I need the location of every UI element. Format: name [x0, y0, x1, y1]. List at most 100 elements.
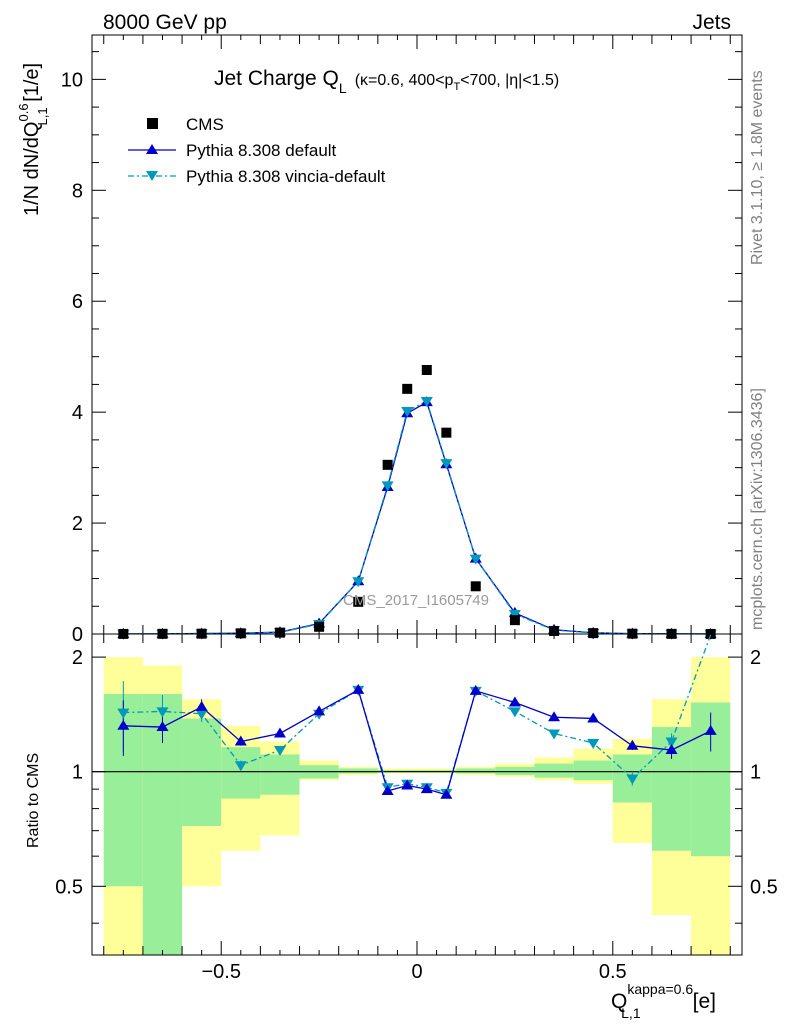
point-cms — [235, 628, 246, 639]
legend: CMS Pythia 8.308 default Pythia 8.308 vi… — [128, 115, 386, 186]
ratio-point-default — [352, 683, 365, 694]
legend-label-cms: CMS — [186, 115, 224, 134]
ratio-point-default — [626, 739, 639, 750]
ratio-point-vincia — [195, 709, 208, 720]
y-axis-label: 1/N dN/dQ0.6 L,1 [1/e] — [16, 63, 50, 216]
ratio-point-vincia — [273, 746, 286, 757]
point-cms — [470, 581, 481, 592]
x-axis-label-sup: kappa=0.6 — [627, 981, 693, 997]
ratio-point-vincia — [234, 761, 247, 772]
ratio-point-default — [420, 783, 433, 794]
header-left: 8000 GeV pp — [103, 11, 227, 34]
ratio-band-inner — [495, 766, 535, 776]
point-vincia — [352, 577, 365, 588]
point-vincia — [401, 407, 414, 418]
ratio-y-tick-label-right: 1 — [750, 762, 761, 784]
ratio-point-default — [508, 696, 521, 707]
legend-marker-default — [146, 144, 158, 154]
ratio-point-vincia — [665, 737, 678, 748]
ratio-y-tick-label: 2 — [72, 647, 83, 669]
ratio-point-default — [440, 788, 453, 799]
series-line-vincia — [123, 400, 711, 635]
ratio-point-default — [704, 724, 717, 735]
ratio-band-inner — [573, 760, 613, 781]
ratio-point-default — [117, 719, 130, 730]
point-cms — [314, 621, 325, 632]
point-cms — [549, 625, 560, 636]
plot-title-cut: (κ=0.6, 400<p — [355, 72, 454, 89]
y-tick-label: 4 — [72, 402, 83, 424]
point-cms — [421, 364, 432, 375]
y-tick-label: 8 — [72, 180, 83, 202]
point-vincia — [508, 610, 521, 621]
y-tick-label: 6 — [72, 291, 83, 313]
point-cms — [509, 615, 520, 626]
x-axis-label: Qkappa=0.6 L,1 [e] — [611, 981, 716, 1021]
ratio-line-vincia — [123, 634, 712, 794]
ratio-point-vincia — [548, 729, 561, 740]
y-tick-label: 0 — [72, 624, 83, 646]
x-tick-label: 0.5 — [599, 961, 627, 983]
ratio-point-default — [156, 721, 169, 732]
legend-label-vincia: Pythia 8.308 vincia-default — [186, 167, 386, 186]
ratio-band-inner — [456, 768, 496, 774]
point-cms — [382, 459, 393, 470]
point-cms — [402, 383, 413, 394]
ratio-band-inner — [338, 768, 378, 774]
ratio-point-default — [401, 779, 414, 790]
rivet-label: Rivet 3.1.10, ≥ 1.8M events — [749, 70, 766, 265]
ratio-point-vincia — [626, 774, 639, 785]
point-cms — [274, 627, 285, 638]
header-right: Jets — [692, 11, 731, 34]
y-axis-label-sub: L,1 — [35, 107, 50, 125]
ratio-point-default — [313, 705, 326, 716]
point-vincia — [420, 397, 433, 408]
plot-title-sub: L — [339, 80, 347, 96]
analysis-watermark: CMS_2017_I1605749 — [343, 592, 489, 609]
ratio-y-tick-label: 1 — [72, 762, 83, 784]
ratio-band-inner — [260, 754, 300, 795]
top-panel: 0 2 4 6 8 10 — [61, 34, 743, 646]
ratio-point-default — [665, 744, 678, 755]
y-axis-label-unit: [1/e] — [21, 63, 43, 107]
y-axis-label-sup: 0.6 — [16, 103, 31, 121]
ratio-point-vincia — [508, 707, 521, 718]
ratio-point-vincia — [156, 707, 169, 718]
x-axis-label-main: Q — [611, 990, 627, 1013]
ratio-point-default — [381, 784, 394, 795]
ratio-y-tick-label: 0.5 — [55, 876, 83, 898]
ratio-point-default — [469, 684, 482, 695]
y-axis-label-main: 1/N dN/dQ — [21, 122, 43, 216]
ratio-point-default — [587, 712, 600, 723]
mcplots-label: mcplots.cern.ch [arXiv:1306.3436] — [749, 388, 766, 630]
point-cms — [353, 596, 364, 607]
point-vincia — [440, 459, 453, 470]
ratio-line-default — [123, 688, 711, 796]
legend-marker-vincia — [146, 171, 158, 181]
plot-title: Jet Charge QL (κ=0.6, 400<pT<700, |η|<1.5… — [214, 67, 559, 96]
plot-title-cut-sub: T — [453, 81, 460, 93]
plot-title-main: Jet Charge Q — [214, 67, 339, 90]
x-axis-label-unit: [e] — [693, 990, 716, 1013]
ratio-point-vincia — [587, 738, 600, 749]
ratio-band-inner — [534, 763, 574, 778]
ratio-y-label: Ratio to CMS — [25, 753, 42, 848]
legend-label-default: Pythia 8.308 default — [186, 141, 337, 160]
y-tick-label: 10 — [61, 69, 83, 91]
x-tick-label: −0.5 — [201, 961, 240, 983]
ratio-y-tick-label-right: 2 — [750, 647, 761, 669]
plot-title-cut-tail: <700, |η|<1.5) — [460, 72, 559, 89]
y-tick-label: 2 — [72, 513, 83, 535]
ratio-point-vincia — [117, 708, 130, 719]
point-cms — [441, 427, 452, 438]
ratio-point-default — [548, 711, 561, 722]
ratio-panel: −0.5 0 0.5 0.5 0.5 1 1 2 2 — [55, 633, 778, 983]
point-cms — [588, 628, 599, 639]
ratio-point-default — [273, 727, 286, 738]
x-tick-label: 0 — [411, 961, 422, 983]
ratio-band-inner — [221, 747, 261, 799]
point-vincia — [469, 554, 482, 565]
legend-marker-cms — [147, 118, 158, 129]
x-axis-label-sub: L,1 — [621, 1005, 641, 1021]
